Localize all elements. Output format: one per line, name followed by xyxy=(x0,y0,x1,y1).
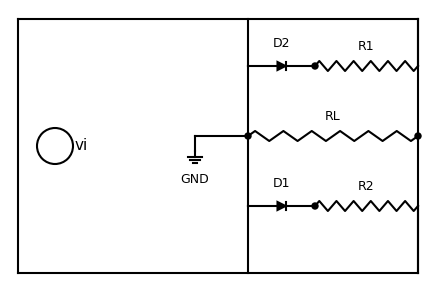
Text: GND: GND xyxy=(181,173,209,186)
Text: RL: RL xyxy=(325,110,341,123)
Polygon shape xyxy=(277,202,286,210)
Circle shape xyxy=(312,63,318,69)
Text: R1: R1 xyxy=(358,40,375,53)
Text: D1: D1 xyxy=(273,177,290,190)
Circle shape xyxy=(415,133,421,139)
Text: vi: vi xyxy=(75,139,88,153)
Polygon shape xyxy=(277,62,286,70)
Circle shape xyxy=(245,133,251,139)
Text: D2: D2 xyxy=(273,37,290,50)
Circle shape xyxy=(312,203,318,209)
Text: R2: R2 xyxy=(358,180,375,193)
